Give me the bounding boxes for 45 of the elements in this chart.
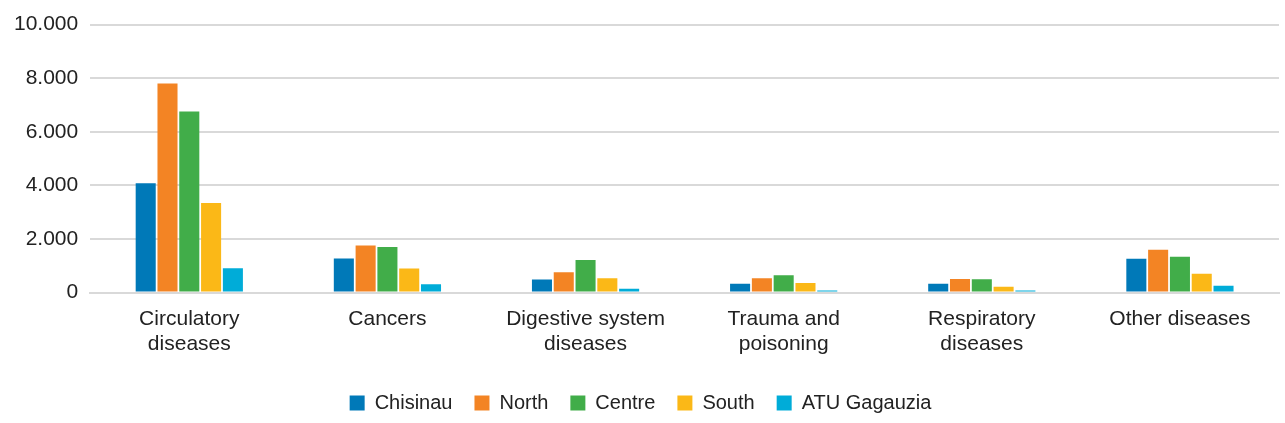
y-tick-label: 0	[66, 279, 79, 303]
bar	[135, 183, 156, 292]
bar	[949, 278, 971, 292]
bar	[531, 279, 552, 292]
x-tick-label: Circulatory diseases	[139, 306, 240, 355]
bar	[333, 258, 354, 292]
bar	[355, 245, 376, 292]
bar	[971, 279, 992, 292]
bar	[1169, 256, 1190, 292]
bar	[1148, 249, 1169, 292]
bar	[157, 83, 178, 292]
bar	[795, 282, 816, 292]
bar	[575, 259, 596, 292]
bar	[751, 278, 772, 292]
bar	[730, 283, 751, 292]
y-tick-label: 2.000	[25, 225, 79, 249]
bar	[773, 275, 794, 292]
bar	[993, 286, 1014, 292]
bar	[597, 278, 618, 292]
bar	[1213, 285, 1234, 292]
bar	[553, 272, 574, 292]
x-tick-label: Respiratory diseases	[928, 306, 1036, 355]
bar	[928, 283, 949, 292]
y-tick-label: 8.000	[25, 65, 79, 88]
bar	[420, 284, 442, 292]
y-tick-label: 6.000	[25, 118, 79, 142]
x-tick-label: Cancers	[348, 306, 427, 329]
y-tick-label: 4.000	[25, 172, 79, 196]
x-tick-label: Digestive system diseases	[506, 306, 665, 355]
legend-label: Centre	[595, 390, 656, 413]
y-tick-label: 10.000	[14, 11, 79, 35]
legend-label: Chisinau	[374, 390, 453, 413]
bar	[619, 288, 640, 292]
bar	[179, 111, 200, 292]
legend-label: ATU Gagauzia	[801, 390, 933, 413]
x-tick-label: Trauma and poisoning	[727, 306, 840, 355]
x-tick-label: Other diseases	[1109, 306, 1251, 329]
bar	[1191, 273, 1212, 292]
bar	[1126, 258, 1147, 292]
legend-label: South	[702, 390, 755, 413]
bar	[201, 203, 222, 292]
bar	[399, 268, 420, 292]
bar	[377, 247, 398, 292]
bar	[222, 268, 243, 292]
legend-label: North	[499, 390, 549, 413]
